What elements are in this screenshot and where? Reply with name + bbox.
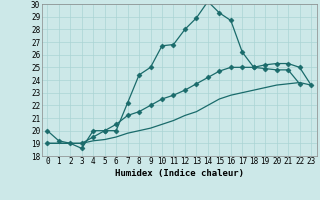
X-axis label: Humidex (Indice chaleur): Humidex (Indice chaleur) [115,169,244,178]
